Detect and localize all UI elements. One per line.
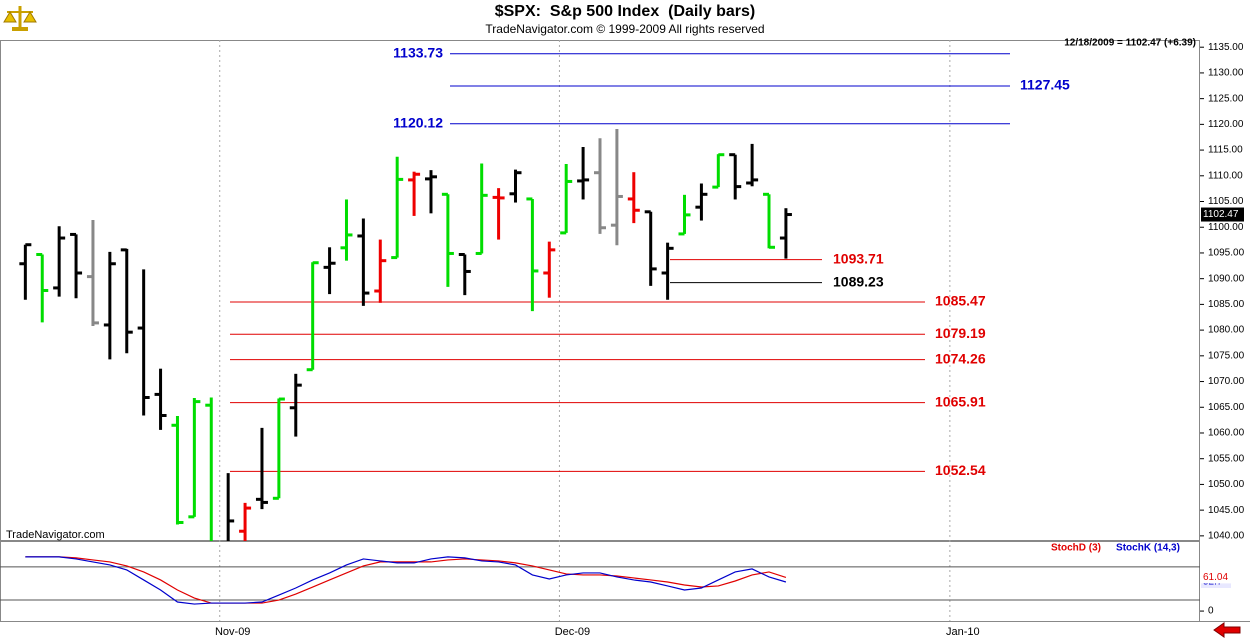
chart-subtitle: TradeNavigator.com © 1999-2009 All right…	[485, 22, 764, 36]
y-tick-label: 1095.00	[1208, 248, 1245, 259]
y-tick-label: 1115.00	[1208, 145, 1243, 156]
logo	[3, 6, 37, 31]
y-tick-label: 1110.00	[1208, 170, 1243, 181]
y-tick-label: 1130.00	[1208, 68, 1244, 79]
level-label: 1079.19	[935, 325, 986, 341]
price-bars	[19, 128, 792, 541]
y-tick-label: 1075.00	[1208, 350, 1245, 361]
level-label: 1065.91	[935, 393, 986, 409]
level-label: 1133.73	[393, 44, 443, 60]
level-label: 1127.45	[1020, 77, 1070, 93]
y-tick-label: 0	[1208, 606, 1214, 617]
indicator-panel	[0, 541, 1200, 622]
x-tick-label: Dec-09	[555, 626, 590, 638]
x-tick-label: Nov-09	[215, 626, 250, 638]
y-tick-label: 1135.00	[1208, 42, 1244, 53]
y-tick-label: 1090.00	[1208, 273, 1245, 284]
y-tick-label: 1125.00	[1208, 93, 1244, 104]
y-tick-label: 1100.00	[1208, 222, 1244, 233]
legend-label: StochD (3)	[1051, 543, 1101, 554]
indicator-line	[25, 556, 787, 604]
back-arrow[interactable]	[1213, 622, 1241, 638]
level-label: 1085.47	[935, 293, 986, 309]
level-label: 1089.23	[833, 273, 884, 289]
indicator-value-box	[1201, 571, 1231, 584]
y-tick-label: 1065.00	[1208, 402, 1245, 413]
legend-label: StochK (14,3)	[1116, 543, 1180, 554]
y-tick-label: 1060.00	[1208, 428, 1245, 439]
y-tick-label: 1055.00	[1208, 453, 1245, 464]
last-price-box	[1201, 207, 1244, 222]
header-quote: 12/18/2009 = 1102.47 (+6.39)	[1064, 38, 1196, 49]
chart-title: $SPX: S&p 500 Index (Daily bars)	[495, 3, 756, 20]
indicator-value-label: 61.04	[1203, 572, 1228, 583]
y-tick-label: 1040.00	[1208, 530, 1245, 541]
x-tick-label: Jan-10	[946, 626, 980, 638]
level-label: 1120.12	[393, 114, 443, 130]
level-label: 1052.54	[935, 462, 986, 478]
y-tick-label: 1105.00	[1208, 196, 1244, 207]
y-tick-label: 1080.00	[1208, 325, 1245, 336]
price-panel	[0, 40, 1200, 541]
watermark: TradeNavigator.com	[6, 529, 105, 541]
y-tick-label: 1050.00	[1208, 479, 1245, 490]
last-price-label: 1102.47	[1203, 209, 1239, 220]
level-label: 1074.26	[935, 350, 986, 366]
y-tick-label: 1045.00	[1208, 505, 1245, 516]
y-tick-label: 1120.00	[1208, 119, 1244, 130]
level-label: 1093.71	[833, 250, 884, 266]
y-tick-label: 1085.00	[1208, 299, 1245, 310]
indicator-line	[25, 556, 787, 605]
y-tick-label: 1070.00	[1208, 376, 1245, 387]
